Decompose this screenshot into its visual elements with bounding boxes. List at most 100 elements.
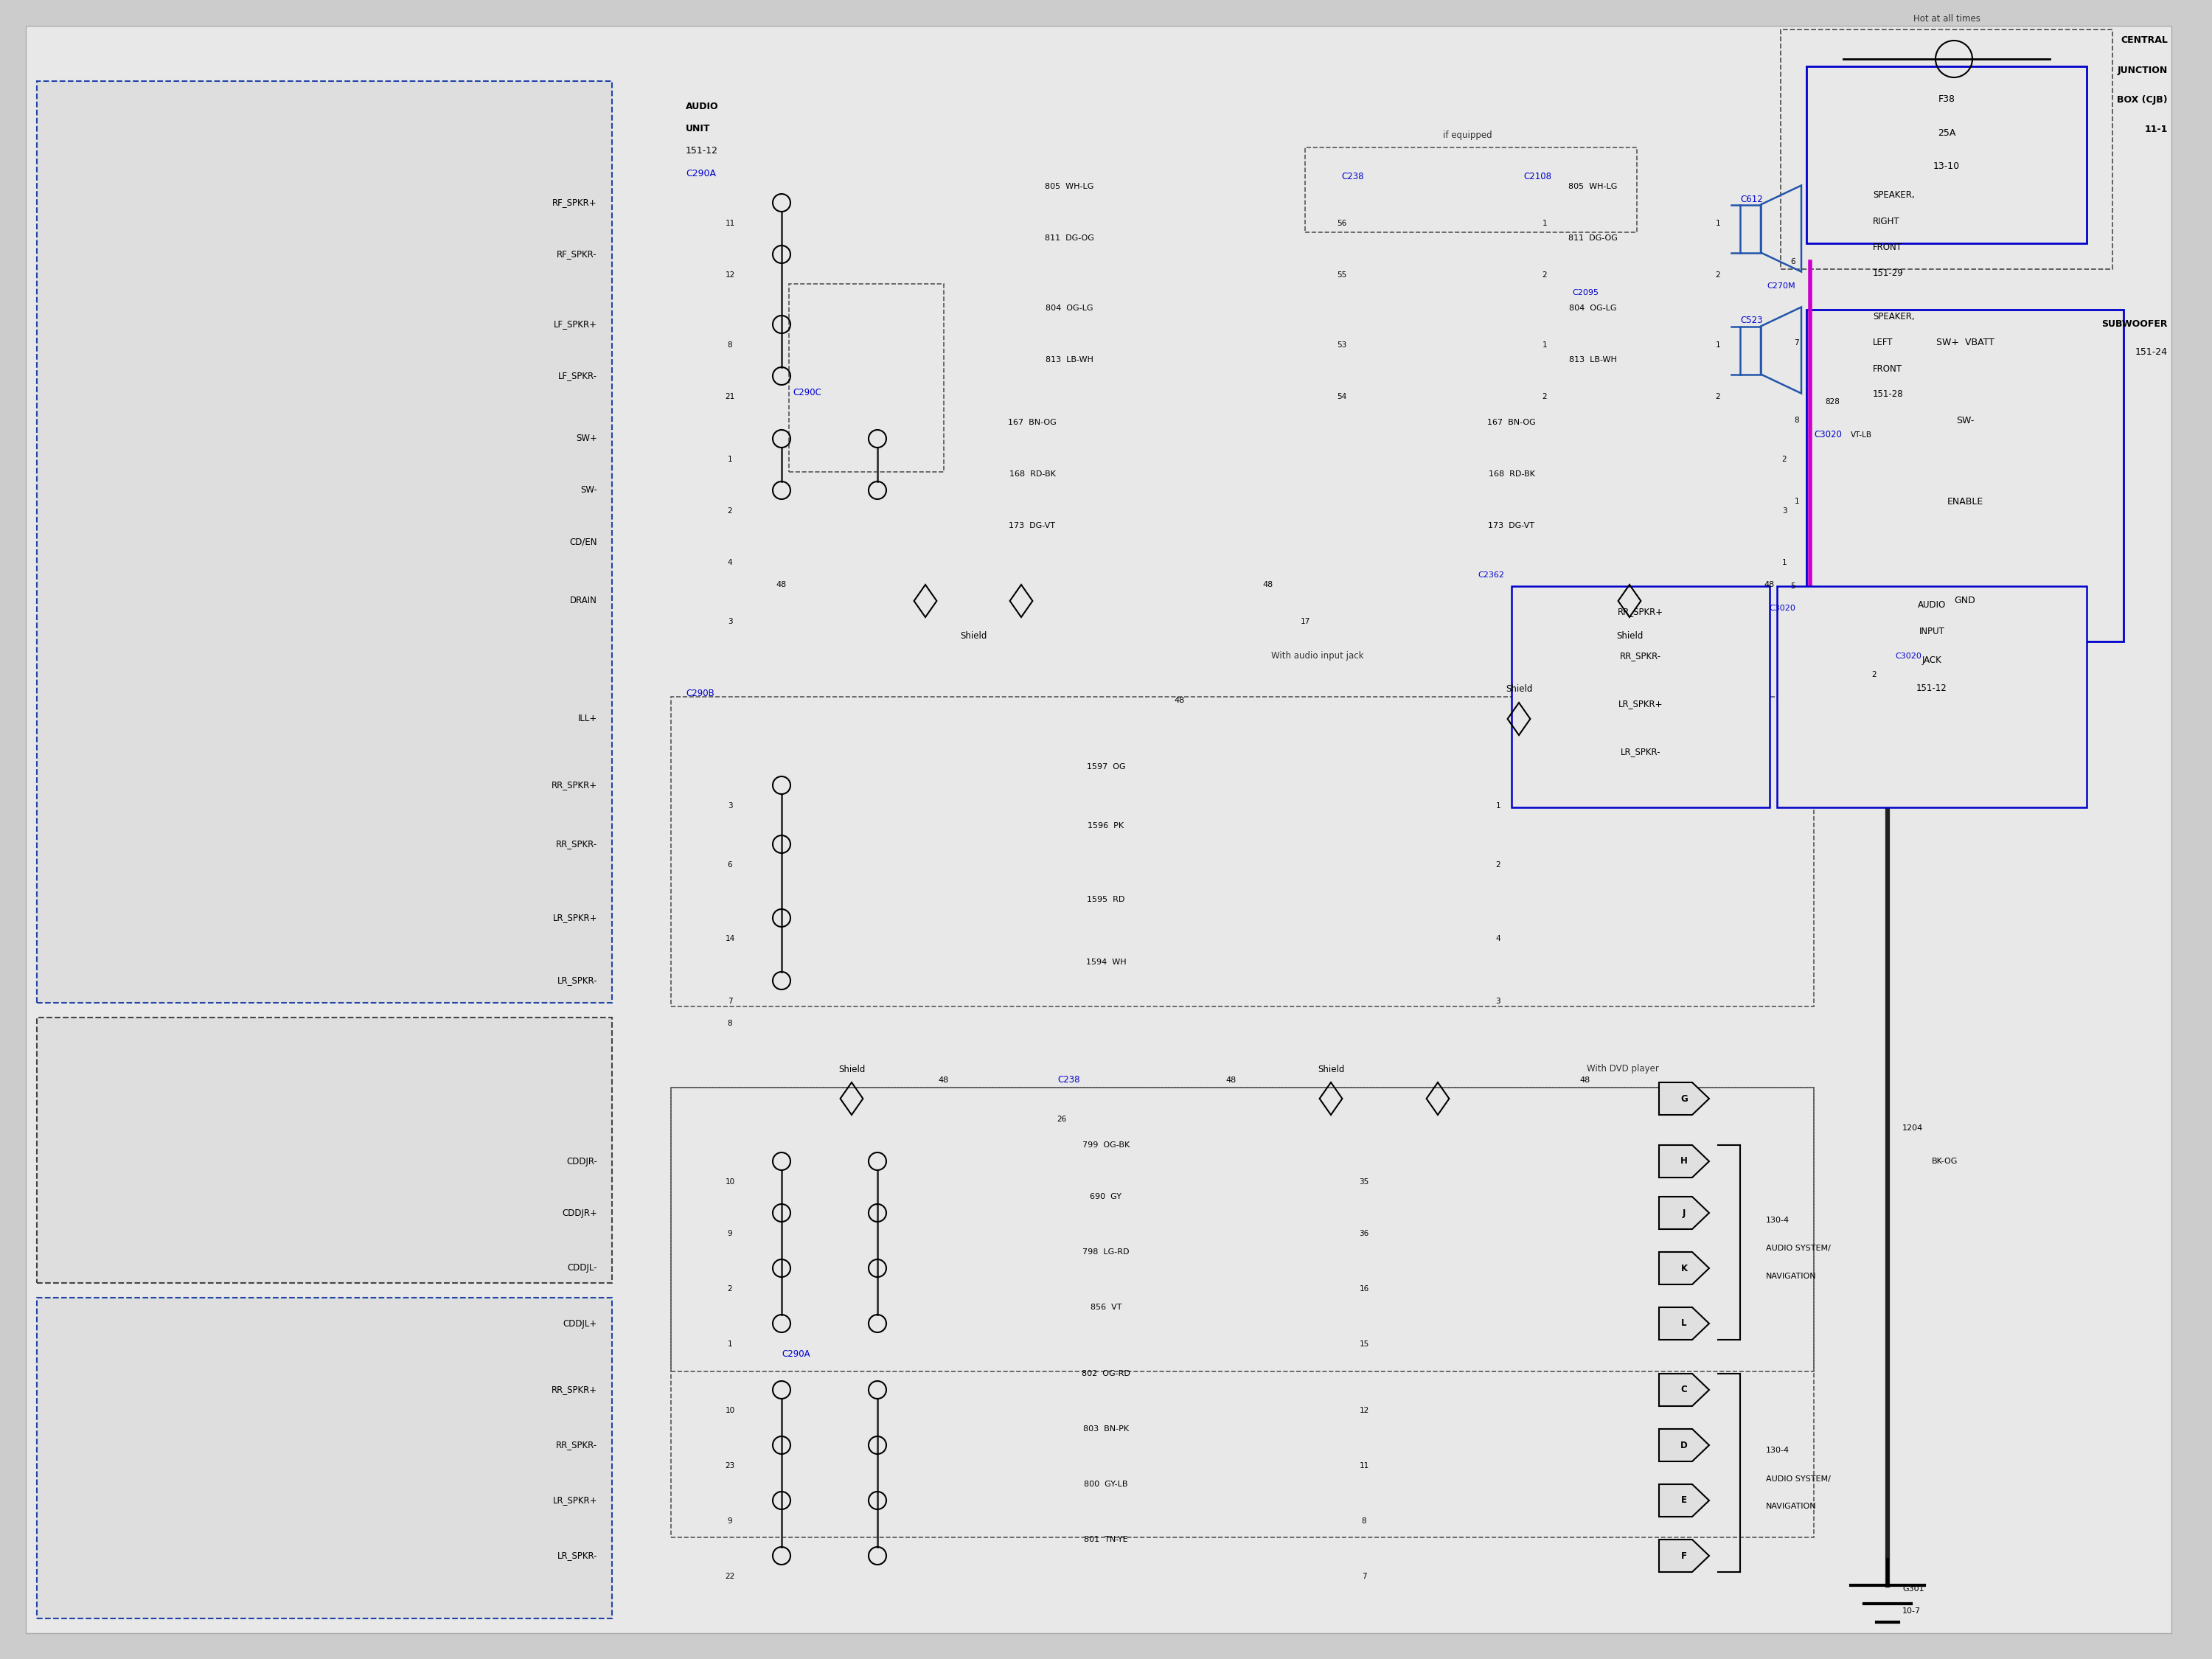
Text: 1: 1	[1794, 498, 1798, 504]
Text: JACK: JACK	[1922, 655, 1942, 665]
Text: 690  GY: 690 GY	[1091, 1193, 1121, 1201]
Text: RR_SPKR+: RR_SPKR+	[551, 780, 597, 790]
Text: 151-29: 151-29	[1874, 269, 1905, 277]
Bar	[1305, 148, 1637, 232]
Text: C612: C612	[1741, 194, 1763, 204]
Text: 48: 48	[776, 581, 787, 589]
Text: 151-12: 151-12	[686, 146, 719, 156]
Text: LR_SPKR-: LR_SPKR-	[557, 1551, 597, 1561]
Text: 10-7: 10-7	[1902, 1608, 1920, 1614]
Text: 3: 3	[728, 617, 732, 625]
Text: 1: 1	[1717, 342, 1721, 348]
Text: C290A: C290A	[686, 169, 717, 178]
Text: 21: 21	[726, 393, 734, 400]
Text: 1204: 1204	[1902, 1125, 1922, 1131]
Text: J: J	[1683, 1208, 1686, 1218]
Text: FRONT: FRONT	[1874, 363, 1902, 373]
Polygon shape	[1659, 1082, 1710, 1115]
Text: 10: 10	[726, 1178, 734, 1186]
Text: C: C	[1681, 1385, 1688, 1395]
Text: 2: 2	[1495, 861, 1500, 869]
Text: 7: 7	[728, 997, 732, 1005]
Text: RR_SPKR+: RR_SPKR+	[551, 1385, 597, 1395]
Text: Shield: Shield	[1506, 685, 1533, 693]
Text: 4: 4	[728, 559, 732, 566]
Text: LR_SPKR-: LR_SPKR-	[1621, 747, 1661, 757]
Text: 35: 35	[1358, 1178, 1369, 1186]
Polygon shape	[1659, 1145, 1710, 1178]
Text: 15: 15	[1358, 1340, 1369, 1347]
Text: NAVIGATION: NAVIGATION	[1765, 1503, 1816, 1510]
Text: 2: 2	[1542, 393, 1546, 400]
Bar	[1776, 586, 2086, 808]
Text: F38: F38	[1938, 95, 1955, 105]
Text: 3: 3	[728, 803, 732, 810]
Text: 11: 11	[726, 219, 734, 227]
Text: K: K	[1681, 1264, 1688, 1272]
Text: 48: 48	[1263, 581, 1274, 589]
Text: CDDJR+: CDDJR+	[562, 1208, 597, 1218]
Text: FRONT: FRONT	[1874, 242, 1902, 252]
Text: 8: 8	[1363, 1518, 1367, 1525]
Text: Hot at all times: Hot at all times	[1913, 13, 1980, 23]
Text: 11-1: 11-1	[2146, 124, 2168, 134]
Bar	[1807, 310, 2124, 642]
Bar	[38, 1297, 613, 1619]
Text: Shield: Shield	[1617, 632, 1644, 640]
Text: 56: 56	[1336, 219, 1347, 227]
Text: 2: 2	[1717, 393, 1721, 400]
Text: 9: 9	[728, 1229, 732, 1238]
Text: LF_SPKR+: LF_SPKR+	[553, 320, 597, 328]
Bar	[38, 81, 613, 1002]
Text: 1597  OG: 1597 OG	[1086, 763, 1126, 770]
Text: L: L	[1681, 1319, 1688, 1329]
Text: RR_SPKR-: RR_SPKR-	[555, 839, 597, 849]
Text: 9: 9	[728, 1518, 732, 1525]
Text: 167  BN-OG: 167 BN-OG	[1486, 418, 1535, 426]
Text: 151-24: 151-24	[2135, 348, 2168, 357]
Text: 151-28: 151-28	[1874, 390, 1905, 400]
Text: SW-: SW-	[580, 486, 597, 494]
Text: CENTRAL: CENTRAL	[2121, 36, 2168, 45]
Text: LR_SPKR+: LR_SPKR+	[553, 1496, 597, 1505]
Text: SW+  VBATT: SW+ VBATT	[1935, 338, 1993, 348]
Text: 811  DG-OG: 811 DG-OG	[1568, 234, 1617, 242]
Text: 14: 14	[726, 936, 734, 942]
Text: 48: 48	[1225, 1077, 1237, 1083]
Text: AUDIO: AUDIO	[1918, 601, 1947, 609]
Bar	[1741, 204, 1761, 252]
Text: AUDIO: AUDIO	[686, 103, 719, 111]
Polygon shape	[1659, 1428, 1710, 1462]
Text: 10: 10	[726, 1407, 734, 1413]
Text: 1: 1	[728, 456, 732, 463]
Text: C3020: C3020	[1896, 652, 1922, 660]
Text: CDDJR-: CDDJR-	[566, 1156, 597, 1166]
Text: 828: 828	[1825, 398, 1840, 405]
Text: 2: 2	[728, 508, 732, 514]
Text: 23: 23	[726, 1462, 734, 1470]
Text: AUDIO SYSTEM/: AUDIO SYSTEM/	[1765, 1475, 1832, 1483]
Text: 2: 2	[1783, 456, 1787, 463]
Text: 7: 7	[1794, 338, 1798, 347]
Text: H: H	[1681, 1156, 1688, 1166]
Text: 2: 2	[1871, 670, 1876, 679]
Text: RF_SPKR+: RF_SPKR+	[553, 197, 597, 207]
Bar	[1511, 586, 1770, 808]
Text: SUBWOOFER: SUBWOOFER	[2101, 320, 2168, 328]
Text: Shield: Shield	[960, 632, 987, 640]
Text: 804  OG-LG: 804 OG-LG	[1568, 305, 1617, 312]
Text: 55: 55	[1336, 272, 1347, 279]
Text: 48: 48	[1765, 581, 1774, 589]
Text: 53: 53	[1336, 342, 1347, 348]
Text: 13-10: 13-10	[1933, 161, 1960, 171]
Text: LR_SPKR+: LR_SPKR+	[553, 912, 597, 922]
Text: 6: 6	[728, 861, 732, 869]
Text: NAVIGATION: NAVIGATION	[1765, 1272, 1816, 1281]
Text: ILL+: ILL+	[577, 713, 597, 723]
Text: BOX (CJB): BOX (CJB)	[2117, 95, 2168, 105]
Text: C238: C238	[1343, 173, 1365, 182]
Text: With DVD player: With DVD player	[1586, 1065, 1659, 1073]
Text: G: G	[1681, 1093, 1688, 1103]
Text: 6: 6	[1790, 259, 1796, 265]
Text: 12: 12	[726, 272, 734, 279]
